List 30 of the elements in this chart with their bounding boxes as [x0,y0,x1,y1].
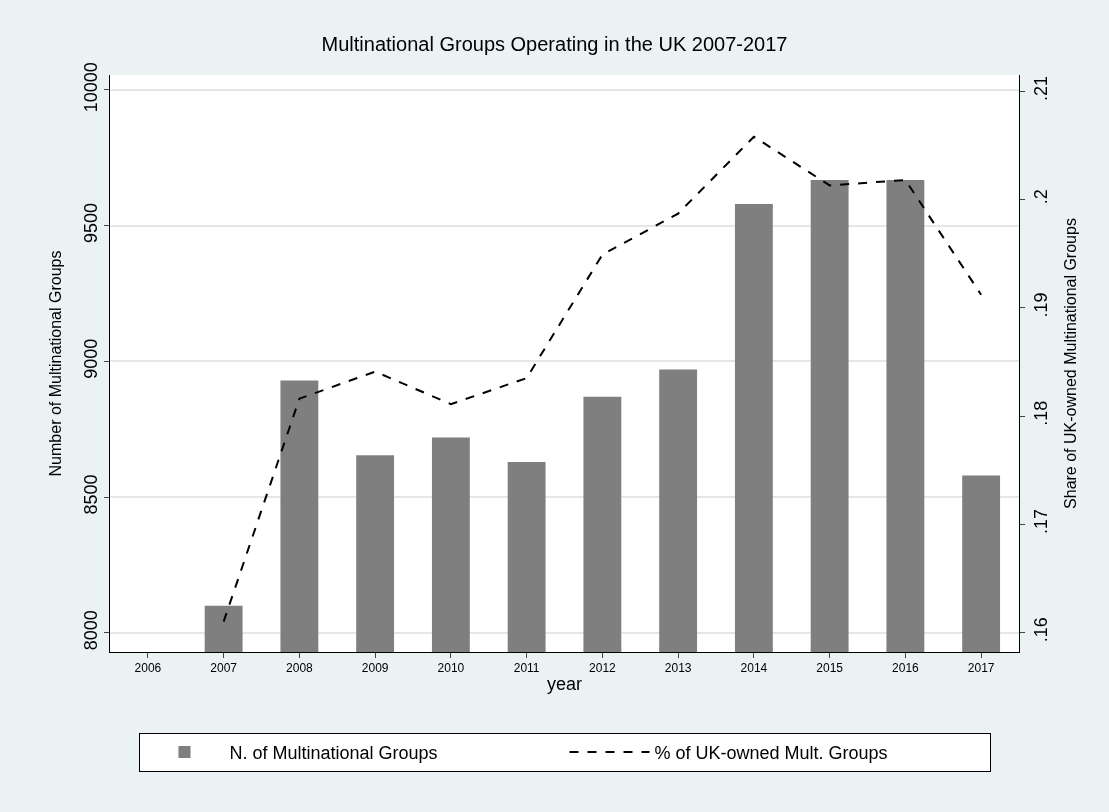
y-axis-title: Number of Multinational Groups [46,250,64,477]
y-tick-label: 8500 [80,474,101,515]
x-tick-label: 2006 [134,661,162,676]
x-tick-label: 2011 [513,661,540,676]
x-tick-label: 2014 [740,661,768,676]
x-tick-label: 2013 [664,661,692,676]
y2-tick-label: .2 [1030,189,1051,205]
y-tick-label: 9000 [80,338,101,379]
y2-tick-label: .17 [1030,509,1051,535]
x-tick-label: 2016 [892,661,920,676]
x-tick-label: 2010 [437,661,465,676]
legend-label: % of UK-owned Mult. Groups [654,743,888,763]
chart-title: Multinational Groups Operating in the UK 2007-2017 [321,32,788,55]
x-tick-label: 2007 [210,661,238,676]
line-series [222,135,983,623]
y2-tick-label: .21 [1030,76,1051,102]
y-tick-label: 8000 [80,610,101,651]
y2-tick-label: .16 [1030,617,1051,643]
y2-tick-label: .18 [1030,400,1051,426]
x-tick-label: 2017 [967,661,995,676]
x-tick-label: 2008 [286,661,314,676]
y2-axis-title: Share of UK-owned Multinational Groups [1062,218,1080,509]
legend-label: N. of Multinational Groups [229,743,438,763]
y2-tick-label: .19 [1030,292,1051,318]
x-tick-label: 2012 [589,661,617,676]
x-tick-label: 2009 [361,661,389,676]
x-tick-label: 2015 [816,661,844,676]
y-tick-label: 10000 [80,62,101,113]
y-tick-label: 9500 [80,202,101,244]
x-axis-title: year [546,673,583,694]
